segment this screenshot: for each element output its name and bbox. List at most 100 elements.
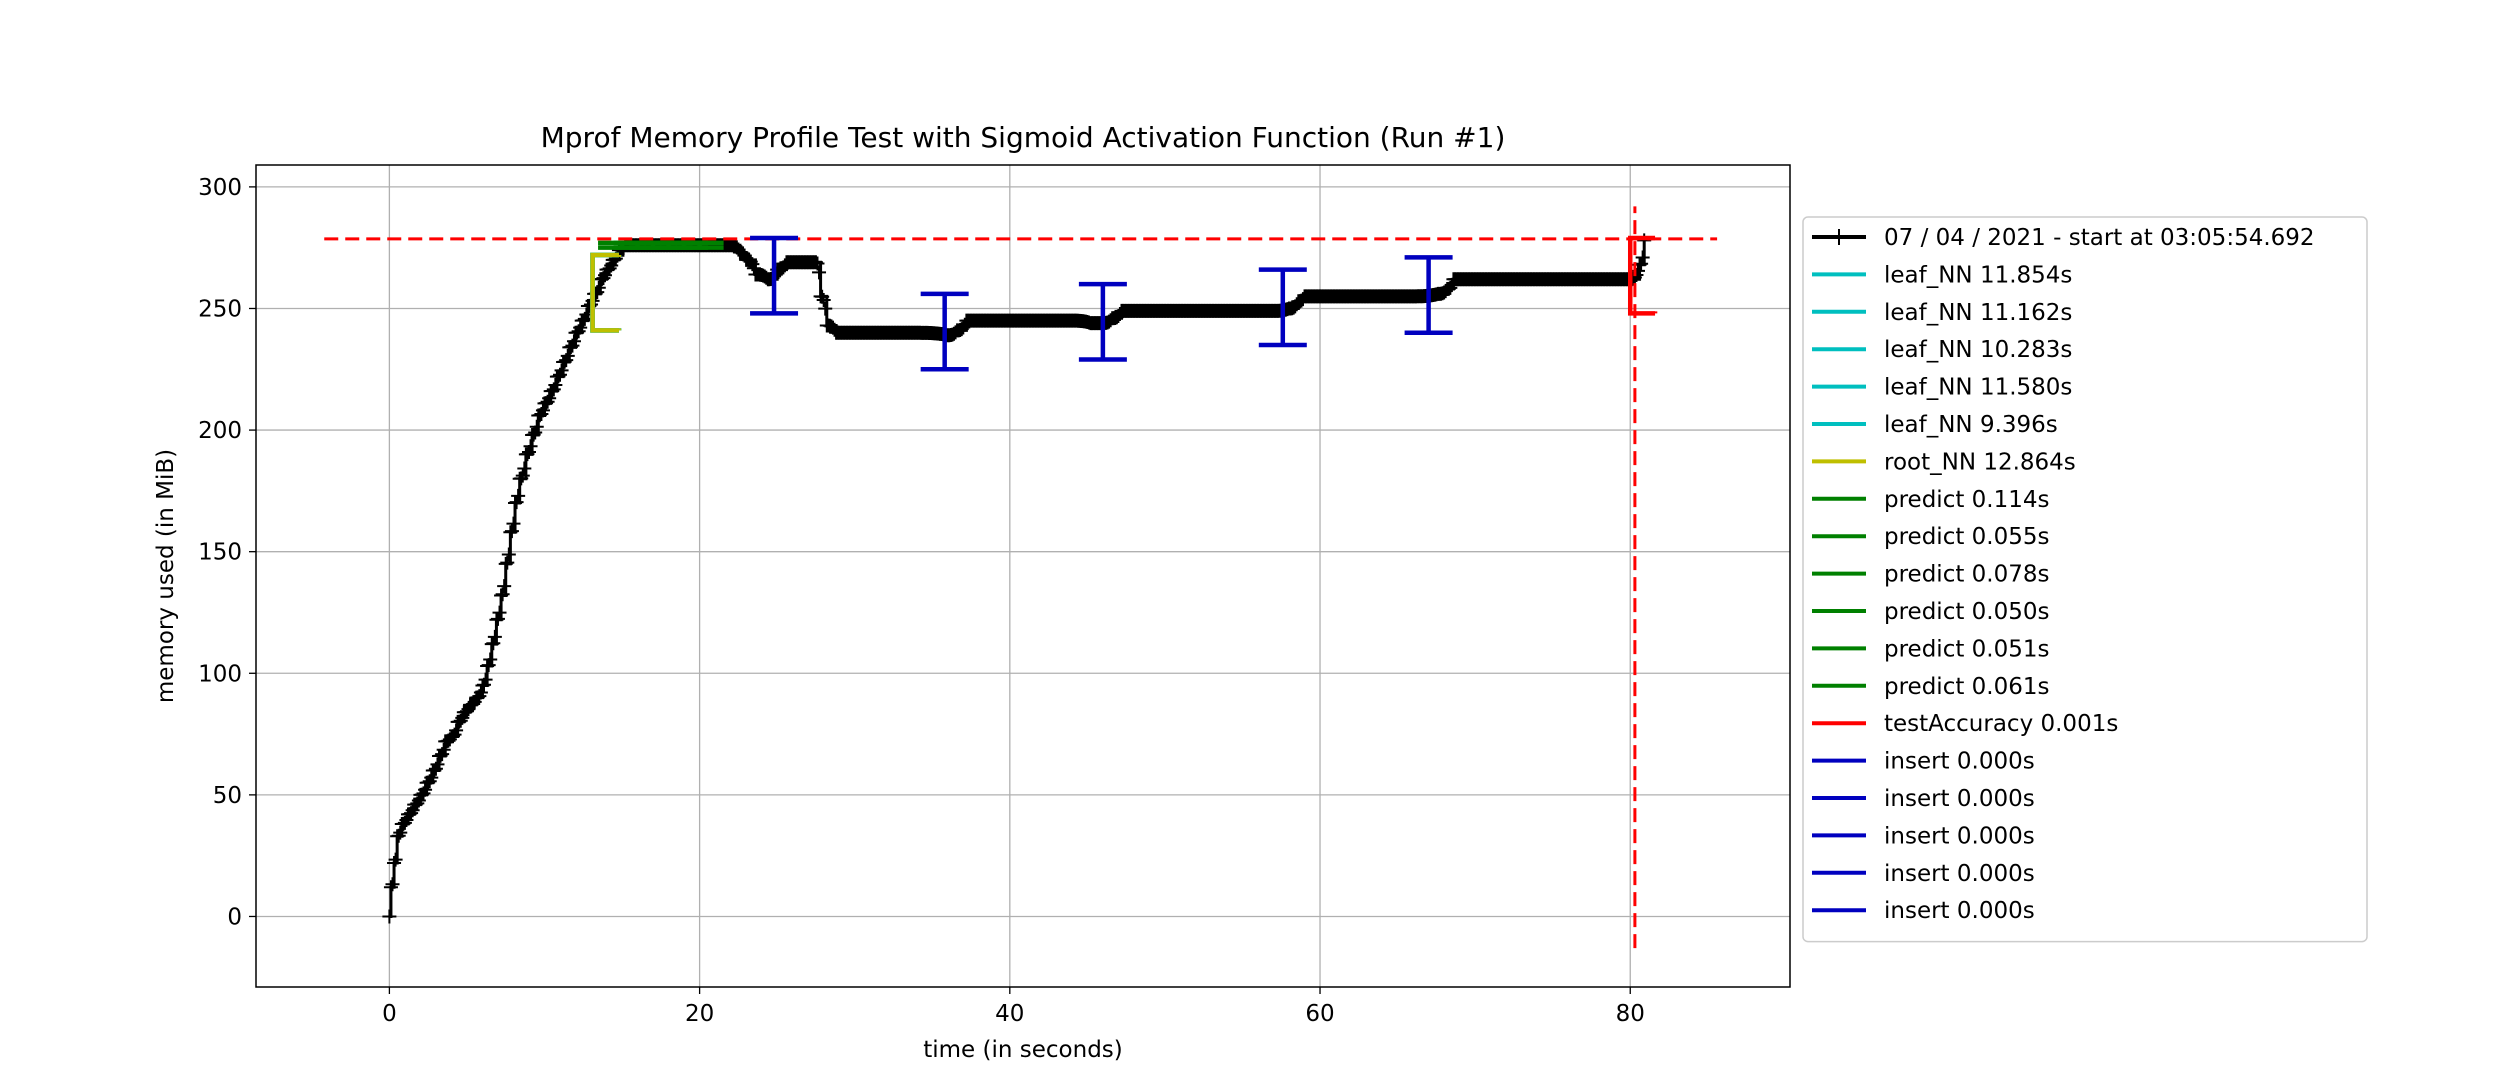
memory-point: [387, 855, 402, 870]
memory-point: [509, 495, 524, 510]
memory-point: [503, 525, 518, 540]
chart-title: Mprof Memory Profile Test with Sigmoid A…: [541, 121, 1506, 154]
memory-point: [528, 425, 543, 440]
memory-point: [497, 579, 512, 594]
legend-label: insert 0.000s: [1884, 861, 2035, 887]
plot-frame: [255, 164, 1791, 988]
memory-point: [501, 547, 516, 562]
memory-point: [416, 786, 431, 801]
function-bracket: [1404, 255, 1453, 336]
memory-point: [566, 334, 581, 349]
memory-point: [436, 742, 451, 757]
memory-point: [523, 439, 538, 454]
memory-point: [404, 806, 419, 821]
x-axis: 0 20 40 60 80: [382, 987, 1645, 1027]
memory-point: [515, 468, 530, 483]
memory-point: [397, 815, 412, 830]
y-axis-label: memory used (in MiB): [153, 449, 179, 703]
memory-point: [573, 320, 588, 335]
memory-point: [483, 652, 498, 667]
memory-point: [557, 354, 572, 369]
y-tick-label: 100: [198, 661, 242, 687]
memory-point: [424, 770, 439, 785]
memory-point: [542, 391, 557, 406]
memory-point: [472, 689, 487, 704]
memory-point: [385, 877, 400, 892]
legend-label: insert 0.000s: [1884, 786, 2035, 812]
legend: 07 / 04 / 2021 - start at 03:05:54.692 le…: [1802, 216, 2368, 943]
memory-point: [563, 340, 578, 355]
memory-point: [576, 313, 591, 328]
memory-point: [812, 265, 827, 280]
memory-point: [410, 796, 425, 811]
memory-point: [514, 471, 529, 486]
memory-point: [511, 488, 526, 503]
memory-point: [506, 516, 521, 531]
memory-point: [596, 271, 611, 286]
memory-point: [453, 713, 468, 728]
y-tick-label: 200: [198, 418, 242, 444]
memory-point: [478, 672, 493, 687]
legend-label: insert 0.000s: [1884, 898, 2035, 924]
memory-point: [1634, 256, 1649, 271]
legend-label: predict 0.061s: [1884, 674, 2050, 700]
memory-point: [521, 444, 536, 459]
memory-point: [520, 447, 535, 462]
memory-point: [422, 774, 437, 789]
memory-point: [487, 629, 502, 644]
function-bracket: [920, 291, 969, 372]
memory-point: [534, 406, 549, 421]
function-bracket: [1258, 267, 1307, 348]
memory-point: [449, 723, 464, 738]
function-bracket: [1627, 235, 1658, 316]
legend-label: root_NN 12.864s: [1884, 449, 2076, 475]
legend-label: leaf_NN 11.580s: [1884, 375, 2072, 401]
legend-label: predict 0.055s: [1884, 524, 2050, 550]
memory-point: [445, 729, 460, 744]
x-tick-label: 0: [382, 1001, 397, 1027]
x-tick-label: 40: [995, 1001, 1024, 1027]
legend-label: predict 0.078s: [1884, 562, 2050, 588]
memory-point: [498, 556, 513, 571]
legend-box: [1802, 216, 2368, 943]
memory-point: [500, 555, 515, 570]
memory-point: [383, 880, 398, 895]
memory-point: [494, 588, 509, 603]
memory-point: [535, 403, 550, 418]
memory-point: [1635, 250, 1650, 265]
function-bracket: [750, 235, 799, 316]
memory-point: [551, 369, 566, 384]
memory-point: [492, 605, 507, 620]
x-tick-label: 60: [1305, 1001, 1334, 1027]
memory-point: [808, 255, 823, 270]
memory-point: [526, 427, 541, 442]
memory-point: [554, 363, 569, 378]
legend-marker: [1831, 229, 1847, 245]
y-tick-label: 150: [198, 540, 242, 566]
memory-point: [815, 289, 830, 304]
legend-label: leaf_NN 9.396s: [1884, 412, 2058, 438]
y-axis: 0 50 100 150 200 250 300: [198, 175, 256, 930]
memory-point: [602, 261, 617, 276]
memory-point: [418, 782, 433, 797]
memory-point: [427, 763, 442, 778]
memory-point: [504, 524, 519, 539]
memory-point: [1443, 280, 1458, 295]
memory-point: [810, 256, 825, 271]
legend-label: predict 0.114s: [1884, 487, 2050, 513]
x-tick-label: 20: [685, 1001, 714, 1027]
legend-label: predict 0.050s: [1884, 599, 2050, 625]
legend-label: insert 0.000s: [1884, 823, 2035, 849]
plot-area: [324, 206, 1718, 949]
legend-label: predict 0.051s: [1884, 636, 2050, 662]
memory-point: [548, 378, 563, 393]
memory-point: [495, 587, 510, 602]
memory-point: [545, 383, 560, 398]
y-tick-label: 0: [227, 904, 242, 930]
y-tick-label: 300: [198, 175, 242, 201]
function-bracket: [675, 240, 724, 250]
memory-point: [382, 909, 397, 924]
legend-label: leaf_NN 11.854s: [1884, 262, 2072, 288]
memory-point: [1631, 263, 1645, 278]
